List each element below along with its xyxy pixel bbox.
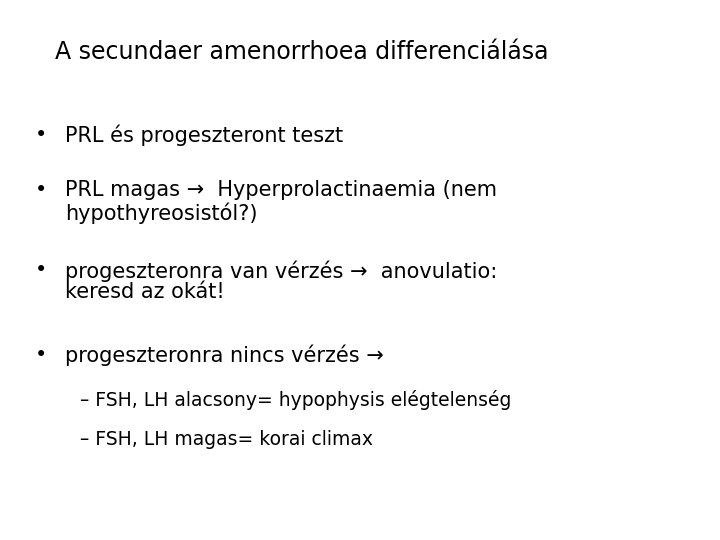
Text: progeszteronra van vérzés →  anovulatio:: progeszteronra van vérzés → anovulatio: <box>65 260 498 281</box>
Text: PRL magas →  Hyperprolactinaemia (nem: PRL magas → Hyperprolactinaemia (nem <box>65 180 497 200</box>
Text: •: • <box>35 345 48 365</box>
Text: – FSH, LH magas= korai climax: – FSH, LH magas= korai climax <box>80 430 373 449</box>
Text: PRL és progeszteront teszt: PRL és progeszteront teszt <box>65 125 343 146</box>
Text: hypothyreosistól?): hypothyreosistól?) <box>65 202 258 224</box>
Text: •: • <box>35 180 48 200</box>
Text: keresd az okát!: keresd az okát! <box>65 282 225 302</box>
Text: •: • <box>35 125 48 145</box>
Text: •: • <box>35 260 48 280</box>
Text: progeszteronra nincs vérzés →: progeszteronra nincs vérzés → <box>65 345 384 367</box>
Text: A secundaer amenorrhoea differenciálása: A secundaer amenorrhoea differenciálása <box>55 40 549 64</box>
Text: – FSH, LH alacsony= hypophysis elégtelenség: – FSH, LH alacsony= hypophysis elégtelen… <box>80 390 511 410</box>
